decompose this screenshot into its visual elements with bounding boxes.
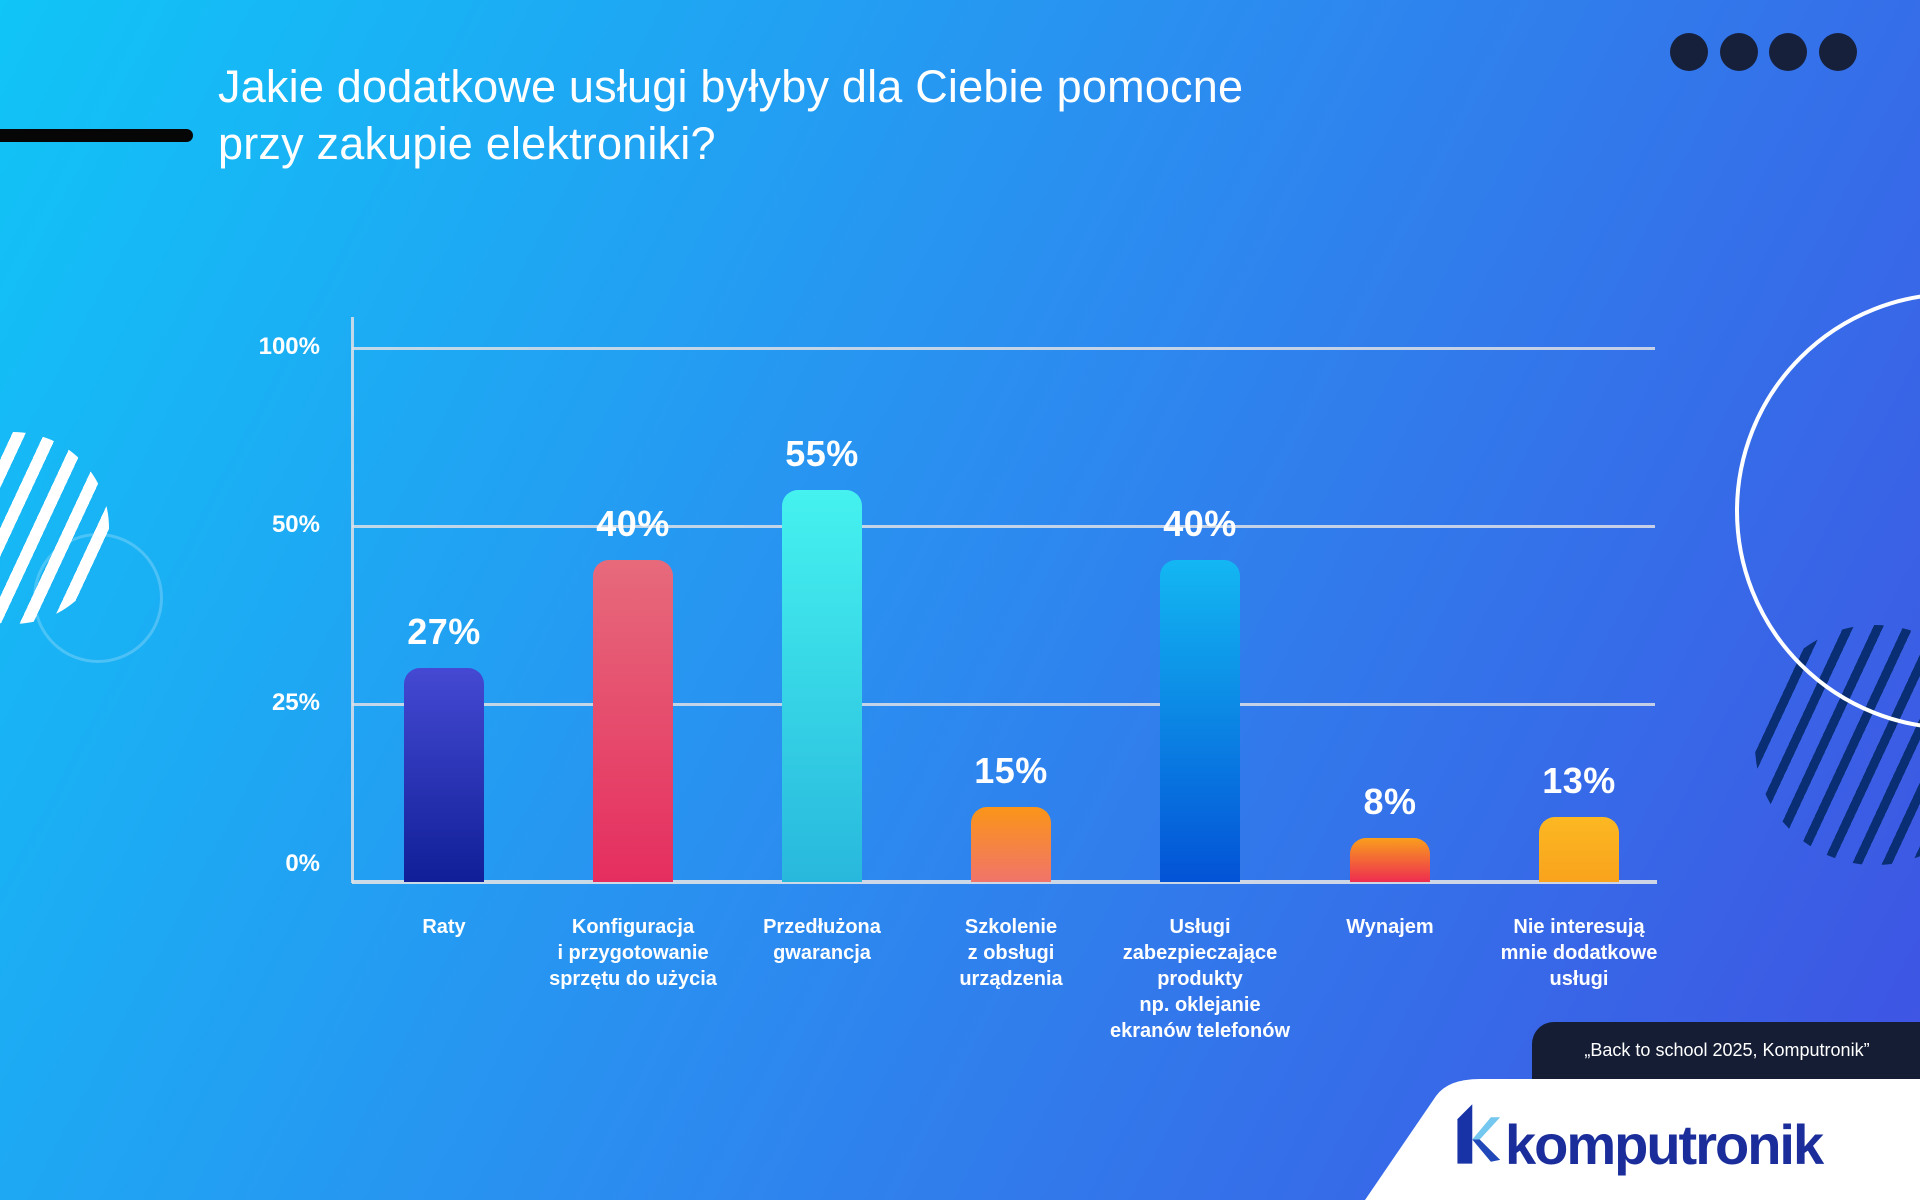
y-axis-tick-label: 25% (271, 689, 320, 716)
bar-value-label: 55% (785, 433, 859, 474)
y-axis-tick-label: 100% (258, 333, 320, 360)
x-axis-category-label: Wynajem (1346, 916, 1434, 938)
bar (1350, 838, 1430, 882)
faint-circle-outline-icon (33, 533, 163, 663)
bar (1160, 560, 1240, 882)
komputronik-logo-icon (1457, 1104, 1501, 1164)
y-axis-tick-label: 0% (285, 850, 320, 877)
source-badge-text: „Back to school 2025, Komputronik” (1584, 1040, 1870, 1060)
y-axis-tick-label: 50% (271, 511, 320, 538)
dot-icon (1818, 33, 1857, 71)
bar (971, 807, 1051, 882)
title-accent-bar (0, 129, 193, 142)
x-axis-category-label: Szkolenie z obsługi urządzenia (959, 916, 1063, 990)
x-axis-category-label: Raty (422, 916, 466, 938)
bar-value-label: 40% (596, 503, 670, 544)
bar (404, 668, 484, 882)
ring-icon (1735, 292, 1920, 730)
x-axis-category-label: Nie interesują mnie dodatkowe usługi (1500, 916, 1658, 990)
dot-icon (1769, 33, 1807, 71)
bar-value-label: 27% (407, 611, 481, 652)
x-axis-line (352, 880, 1657, 884)
gridline (352, 525, 1655, 528)
logo-panel (1365, 1079, 1920, 1200)
komputronik-logo-text: komputronik (1505, 1113, 1824, 1176)
y-axis-line (351, 317, 354, 883)
bar (782, 490, 862, 882)
x-axis-category-label: Przedłużona gwarancja (763, 916, 881, 964)
bar-value-label: 8% (1363, 781, 1417, 822)
page-title-line2: przy zakupie elektroniki? (218, 118, 716, 169)
bar-value-label: 40% (1163, 503, 1237, 544)
dot-icon (1670, 33, 1708, 71)
bar-value-label: 15% (974, 750, 1048, 791)
gridline (352, 347, 1655, 350)
bar (1539, 817, 1619, 882)
page-title-line1: Jakie dodatkowe usługi byłyby dla Ciebie… (218, 61, 1244, 112)
bar-value-label: 13% (1542, 760, 1616, 801)
gridline (352, 703, 1655, 706)
x-axis-category-label: Usługi zabezpieczające produkty np. okle… (1109, 916, 1291, 1042)
page-title: Jakie dodatkowe usługi byłyby dla Ciebie… (218, 58, 1268, 172)
bar (593, 560, 673, 882)
dot-icon (1719, 33, 1758, 71)
x-axis-category-label: Konfiguracja i przygotowanie sprzętu do … (549, 916, 717, 990)
